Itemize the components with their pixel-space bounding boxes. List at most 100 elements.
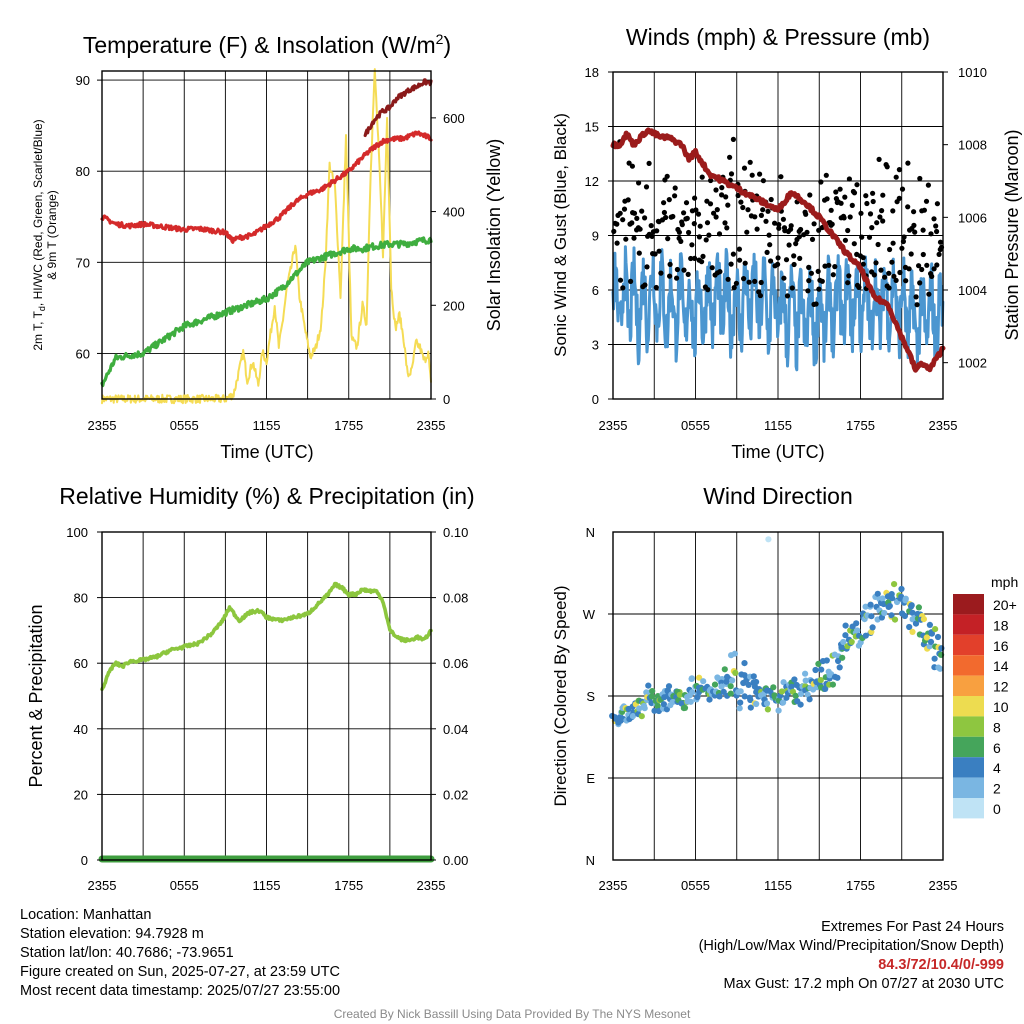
gust-point <box>763 218 769 224</box>
gust-point <box>860 261 866 267</box>
gust-point <box>649 233 655 239</box>
gust-point <box>765 208 771 214</box>
temperature-xtick-label: 1155 <box>253 418 281 433</box>
gust-point <box>903 278 909 284</box>
direction-point <box>729 677 736 684</box>
direction-point <box>802 670 809 677</box>
gust-point <box>747 159 753 165</box>
direction-point <box>867 601 874 608</box>
gust-point <box>752 214 758 220</box>
gust-point <box>639 208 645 214</box>
gust-point <box>672 193 678 199</box>
winds-panel: Winds (mph) & Pressure (mb) 0 3 6 9 12 15 18 10… <box>551 24 1022 462</box>
precip-ytick-label: 0.00 <box>443 853 468 868</box>
gust-point <box>847 214 853 220</box>
direction-point <box>778 688 786 695</box>
direction-point <box>906 623 913 631</box>
gust-point <box>816 286 822 292</box>
colorbar-label: 0 <box>993 801 1001 817</box>
direction-point <box>721 666 728 673</box>
recent-data-timestamp: Most recent data timestamp: 2025/07/27 2… <box>20 983 341 999</box>
gust-point <box>928 231 934 237</box>
credit-line: Created By Nick Bassill Using Data Provi… <box>333 1007 691 1021</box>
gust-point <box>851 241 857 247</box>
pressure-ytick-label: 1008 <box>958 138 987 153</box>
gust-point <box>796 234 803 240</box>
direction-point <box>823 657 830 664</box>
direction-point <box>747 696 754 704</box>
direction-point <box>688 675 696 682</box>
gust-point <box>871 272 877 278</box>
gust-point <box>642 215 648 221</box>
gust-point <box>625 197 631 203</box>
humidity-y-label: Percent & Precipitation <box>26 604 46 787</box>
gust-point <box>738 199 744 205</box>
winds-grid <box>613 71 943 400</box>
gust-point <box>620 285 626 291</box>
colorbar-label: 2 <box>993 781 1001 797</box>
gust-point <box>672 185 678 191</box>
winds-ytick-label: 12 <box>585 174 599 189</box>
gust-point <box>716 231 723 237</box>
insolation-ytick-label: 0 <box>443 392 450 407</box>
direction-point <box>898 585 905 593</box>
gust-point <box>768 196 774 203</box>
gust-point <box>658 270 664 276</box>
gust-point <box>719 185 725 191</box>
winds-xtick-label: 1155 <box>764 418 792 433</box>
humidity-panel: Relative Humidity (%) & Precipitation (i… <box>26 483 475 893</box>
gust-point <box>858 210 864 216</box>
gust-point <box>849 202 855 208</box>
temperature-line <box>100 130 433 244</box>
gust-point <box>921 207 928 213</box>
direction-point <box>862 603 869 610</box>
direction-point <box>648 693 656 700</box>
gust-point <box>628 278 634 284</box>
humidity-ytick-label: 80 <box>74 591 88 606</box>
colorbar-swatch <box>953 634 984 656</box>
gust-point <box>728 261 734 267</box>
humidity-ytick-label: 20 <box>74 787 88 802</box>
direction-point <box>839 654 846 661</box>
direction-point <box>764 706 772 713</box>
gust-point <box>707 201 714 207</box>
gust-point <box>685 271 691 277</box>
gust-point <box>819 278 825 284</box>
gust-point <box>854 182 860 188</box>
colorbar-swatch <box>953 716 984 737</box>
gust-point <box>699 259 705 265</box>
direction-ytick-label: N <box>586 853 595 868</box>
gust-point <box>666 197 672 203</box>
gust-point <box>926 291 932 297</box>
gust-point <box>626 160 632 166</box>
humidity-xtick-label: 1155 <box>253 878 281 893</box>
gust-point <box>730 136 737 142</box>
temperature-tick-labels: 60 70 80 90 0 200 400 600 2355 0555 1155 1755 2355 <box>76 73 465 433</box>
gust-point <box>900 238 907 245</box>
gust-point <box>714 207 720 213</box>
gust-point <box>867 211 874 217</box>
humidity-ytick-label: 0 <box>81 853 88 868</box>
gust-point <box>674 275 680 281</box>
pressure-ytick-label: 1002 <box>958 356 987 371</box>
gust-point <box>760 178 767 184</box>
direction-point <box>797 701 804 708</box>
gust-point <box>923 198 930 204</box>
direction-point <box>718 683 725 690</box>
direction-point <box>706 696 713 703</box>
gust-point <box>745 207 751 213</box>
humidity-xtick-label: 2355 <box>417 878 446 893</box>
gust-point <box>744 229 750 235</box>
direction-xtick-label: 1755 <box>846 878 875 893</box>
direction-point <box>881 609 888 617</box>
gust-point <box>711 210 717 216</box>
direction-point <box>838 644 845 651</box>
temperature-ytick-label: 90 <box>76 73 90 88</box>
gust-point <box>811 221 817 227</box>
gust-point <box>791 253 797 259</box>
winds-tick-labels: 0 3 6 9 12 15 18 1002 1004 1006 1008 1010 2355 0555 11… <box>585 65 987 433</box>
gust-point <box>703 237 709 243</box>
gust-point <box>683 200 690 206</box>
gust-point <box>667 261 673 267</box>
